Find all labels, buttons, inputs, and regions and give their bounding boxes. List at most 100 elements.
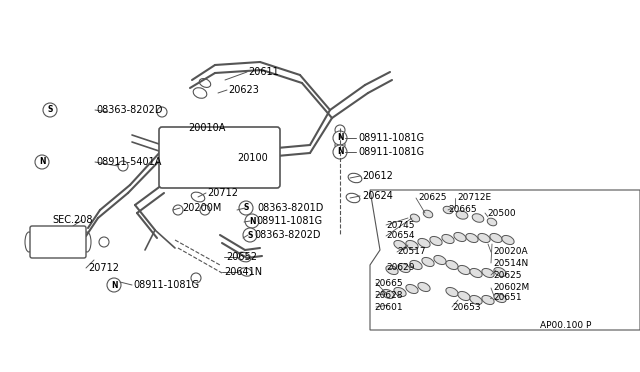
Text: 20654: 20654 (386, 231, 415, 241)
Ellipse shape (410, 260, 422, 270)
Text: 20623: 20623 (228, 85, 259, 95)
Ellipse shape (394, 288, 406, 296)
Text: 20010A: 20010A (188, 123, 225, 133)
Text: 20628: 20628 (374, 291, 403, 299)
Ellipse shape (470, 269, 482, 278)
Ellipse shape (406, 240, 418, 250)
Text: 20625: 20625 (418, 193, 447, 202)
Text: 20514N: 20514N (493, 259, 528, 267)
Text: 20712: 20712 (88, 263, 119, 273)
Ellipse shape (25, 232, 33, 252)
Ellipse shape (472, 214, 484, 222)
Text: 08911-5401A: 08911-5401A (96, 157, 161, 167)
Circle shape (243, 228, 257, 242)
Ellipse shape (398, 263, 410, 273)
Text: S: S (47, 106, 52, 115)
Polygon shape (370, 190, 640, 330)
Ellipse shape (482, 295, 494, 305)
Ellipse shape (494, 267, 506, 276)
Text: 20601: 20601 (374, 302, 403, 311)
Text: 20625: 20625 (493, 270, 522, 279)
Text: AP00.100 P: AP00.100 P (540, 321, 591, 330)
Circle shape (200, 205, 210, 215)
Text: 20020A: 20020A (493, 247, 527, 257)
Text: 08911-1081G: 08911-1081G (256, 216, 322, 226)
Ellipse shape (418, 282, 430, 292)
Text: 20624: 20624 (362, 191, 393, 201)
Ellipse shape (406, 285, 418, 294)
Text: N: N (249, 217, 255, 225)
Ellipse shape (446, 288, 458, 296)
Circle shape (335, 125, 345, 135)
Text: 08363-8201D: 08363-8201D (257, 203, 323, 213)
Text: N: N (111, 280, 117, 289)
Circle shape (173, 205, 183, 215)
Ellipse shape (423, 210, 433, 218)
Text: 20602M: 20602M (493, 283, 529, 292)
Circle shape (239, 201, 253, 215)
Ellipse shape (434, 256, 446, 264)
Text: 20651: 20651 (493, 294, 522, 302)
Ellipse shape (466, 234, 478, 243)
Ellipse shape (458, 291, 470, 301)
Ellipse shape (487, 218, 497, 226)
Ellipse shape (502, 235, 514, 244)
Text: N: N (337, 134, 343, 142)
Text: 20500: 20500 (487, 208, 516, 218)
Ellipse shape (490, 234, 502, 243)
Circle shape (99, 237, 109, 247)
Text: SEC.208: SEC.208 (52, 215, 93, 225)
Ellipse shape (410, 214, 420, 222)
Text: N: N (39, 157, 45, 167)
Text: 20611: 20611 (248, 67, 279, 77)
Ellipse shape (386, 266, 398, 275)
Text: 20641N: 20641N (224, 267, 262, 277)
Ellipse shape (456, 211, 468, 219)
Ellipse shape (443, 206, 453, 214)
Text: 20712E: 20712E (457, 193, 491, 202)
Ellipse shape (482, 269, 494, 278)
Ellipse shape (418, 238, 430, 247)
Circle shape (35, 155, 49, 169)
Text: 08363-8202D: 08363-8202D (96, 105, 163, 115)
Text: 20100: 20100 (237, 153, 268, 163)
Ellipse shape (348, 173, 362, 183)
Text: 20712: 20712 (207, 188, 238, 198)
Ellipse shape (193, 88, 207, 98)
Text: 08911-1081G: 08911-1081G (358, 147, 424, 157)
Text: 08363-8202D: 08363-8202D (254, 230, 321, 240)
Ellipse shape (422, 257, 434, 267)
Ellipse shape (199, 78, 211, 87)
Text: S: S (243, 203, 249, 212)
Ellipse shape (478, 234, 490, 243)
FancyBboxPatch shape (159, 127, 280, 188)
Circle shape (43, 103, 57, 117)
Ellipse shape (458, 266, 470, 275)
Text: 20665: 20665 (448, 205, 477, 215)
Ellipse shape (168, 142, 182, 154)
Ellipse shape (494, 294, 506, 302)
Ellipse shape (237, 252, 251, 262)
Ellipse shape (442, 234, 454, 244)
Ellipse shape (394, 240, 406, 250)
Ellipse shape (240, 268, 252, 276)
Ellipse shape (83, 232, 91, 252)
FancyBboxPatch shape (30, 226, 86, 258)
Ellipse shape (346, 193, 360, 203)
Ellipse shape (470, 295, 482, 305)
Text: 20653: 20653 (452, 302, 481, 311)
Ellipse shape (454, 232, 466, 241)
Circle shape (335, 140, 345, 150)
Text: N: N (337, 148, 343, 157)
Text: 20652: 20652 (226, 252, 257, 262)
Circle shape (157, 107, 167, 117)
Text: 08911-1081G: 08911-1081G (133, 280, 199, 290)
Ellipse shape (191, 192, 205, 202)
Circle shape (107, 278, 121, 292)
Circle shape (333, 145, 347, 159)
Text: 20665: 20665 (374, 279, 403, 288)
Text: 20745: 20745 (386, 221, 415, 230)
Text: 20612: 20612 (362, 171, 393, 181)
Ellipse shape (446, 260, 458, 270)
Circle shape (191, 273, 201, 283)
